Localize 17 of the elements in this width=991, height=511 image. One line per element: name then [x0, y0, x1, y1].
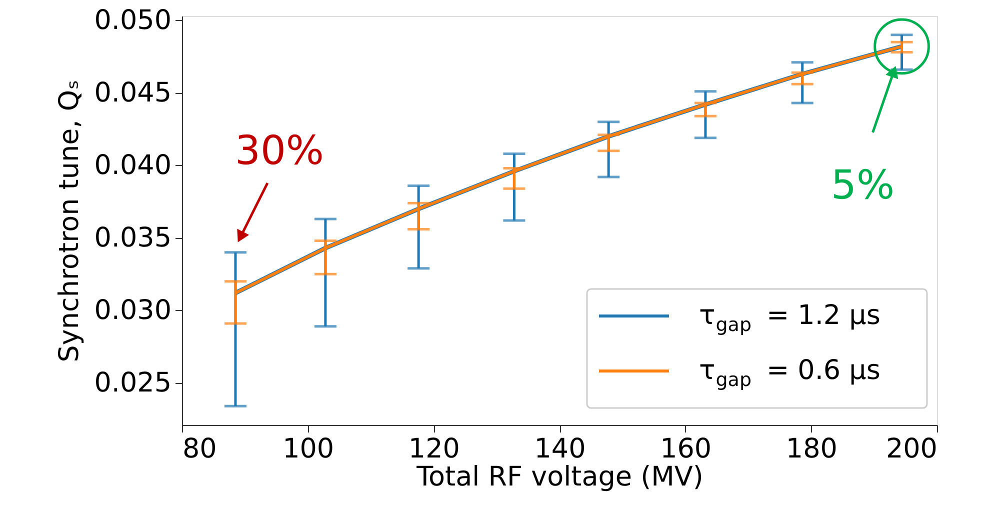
x-tick-label: 180 — [786, 434, 838, 464]
x-tick-label: 140 — [534, 434, 586, 464]
x-tick-label: 160 — [660, 434, 712, 464]
x-tick-label: 80 — [182, 434, 217, 464]
y-axis-title: Synchrotron tune, Qₛ — [54, 80, 86, 362]
x-tick-label: 200 — [886, 434, 938, 464]
annotation: 5% — [831, 162, 894, 208]
x-axis-title: Total RF voltage (MV) — [416, 462, 704, 492]
y-tick-label: 0.045 — [94, 77, 172, 108]
annotation: 30% — [235, 128, 324, 174]
y-tick-label: 0.025 — [94, 367, 172, 398]
y-tick-label: 0.030 — [94, 294, 172, 326]
y-tick-label: 0.040 — [94, 150, 172, 181]
y-tick-label: 0.035 — [94, 222, 172, 254]
x-tick-label: 120 — [408, 434, 460, 464]
x-tick-label: 100 — [282, 434, 334, 464]
y-tick-label: 0.050 — [94, 4, 172, 36]
